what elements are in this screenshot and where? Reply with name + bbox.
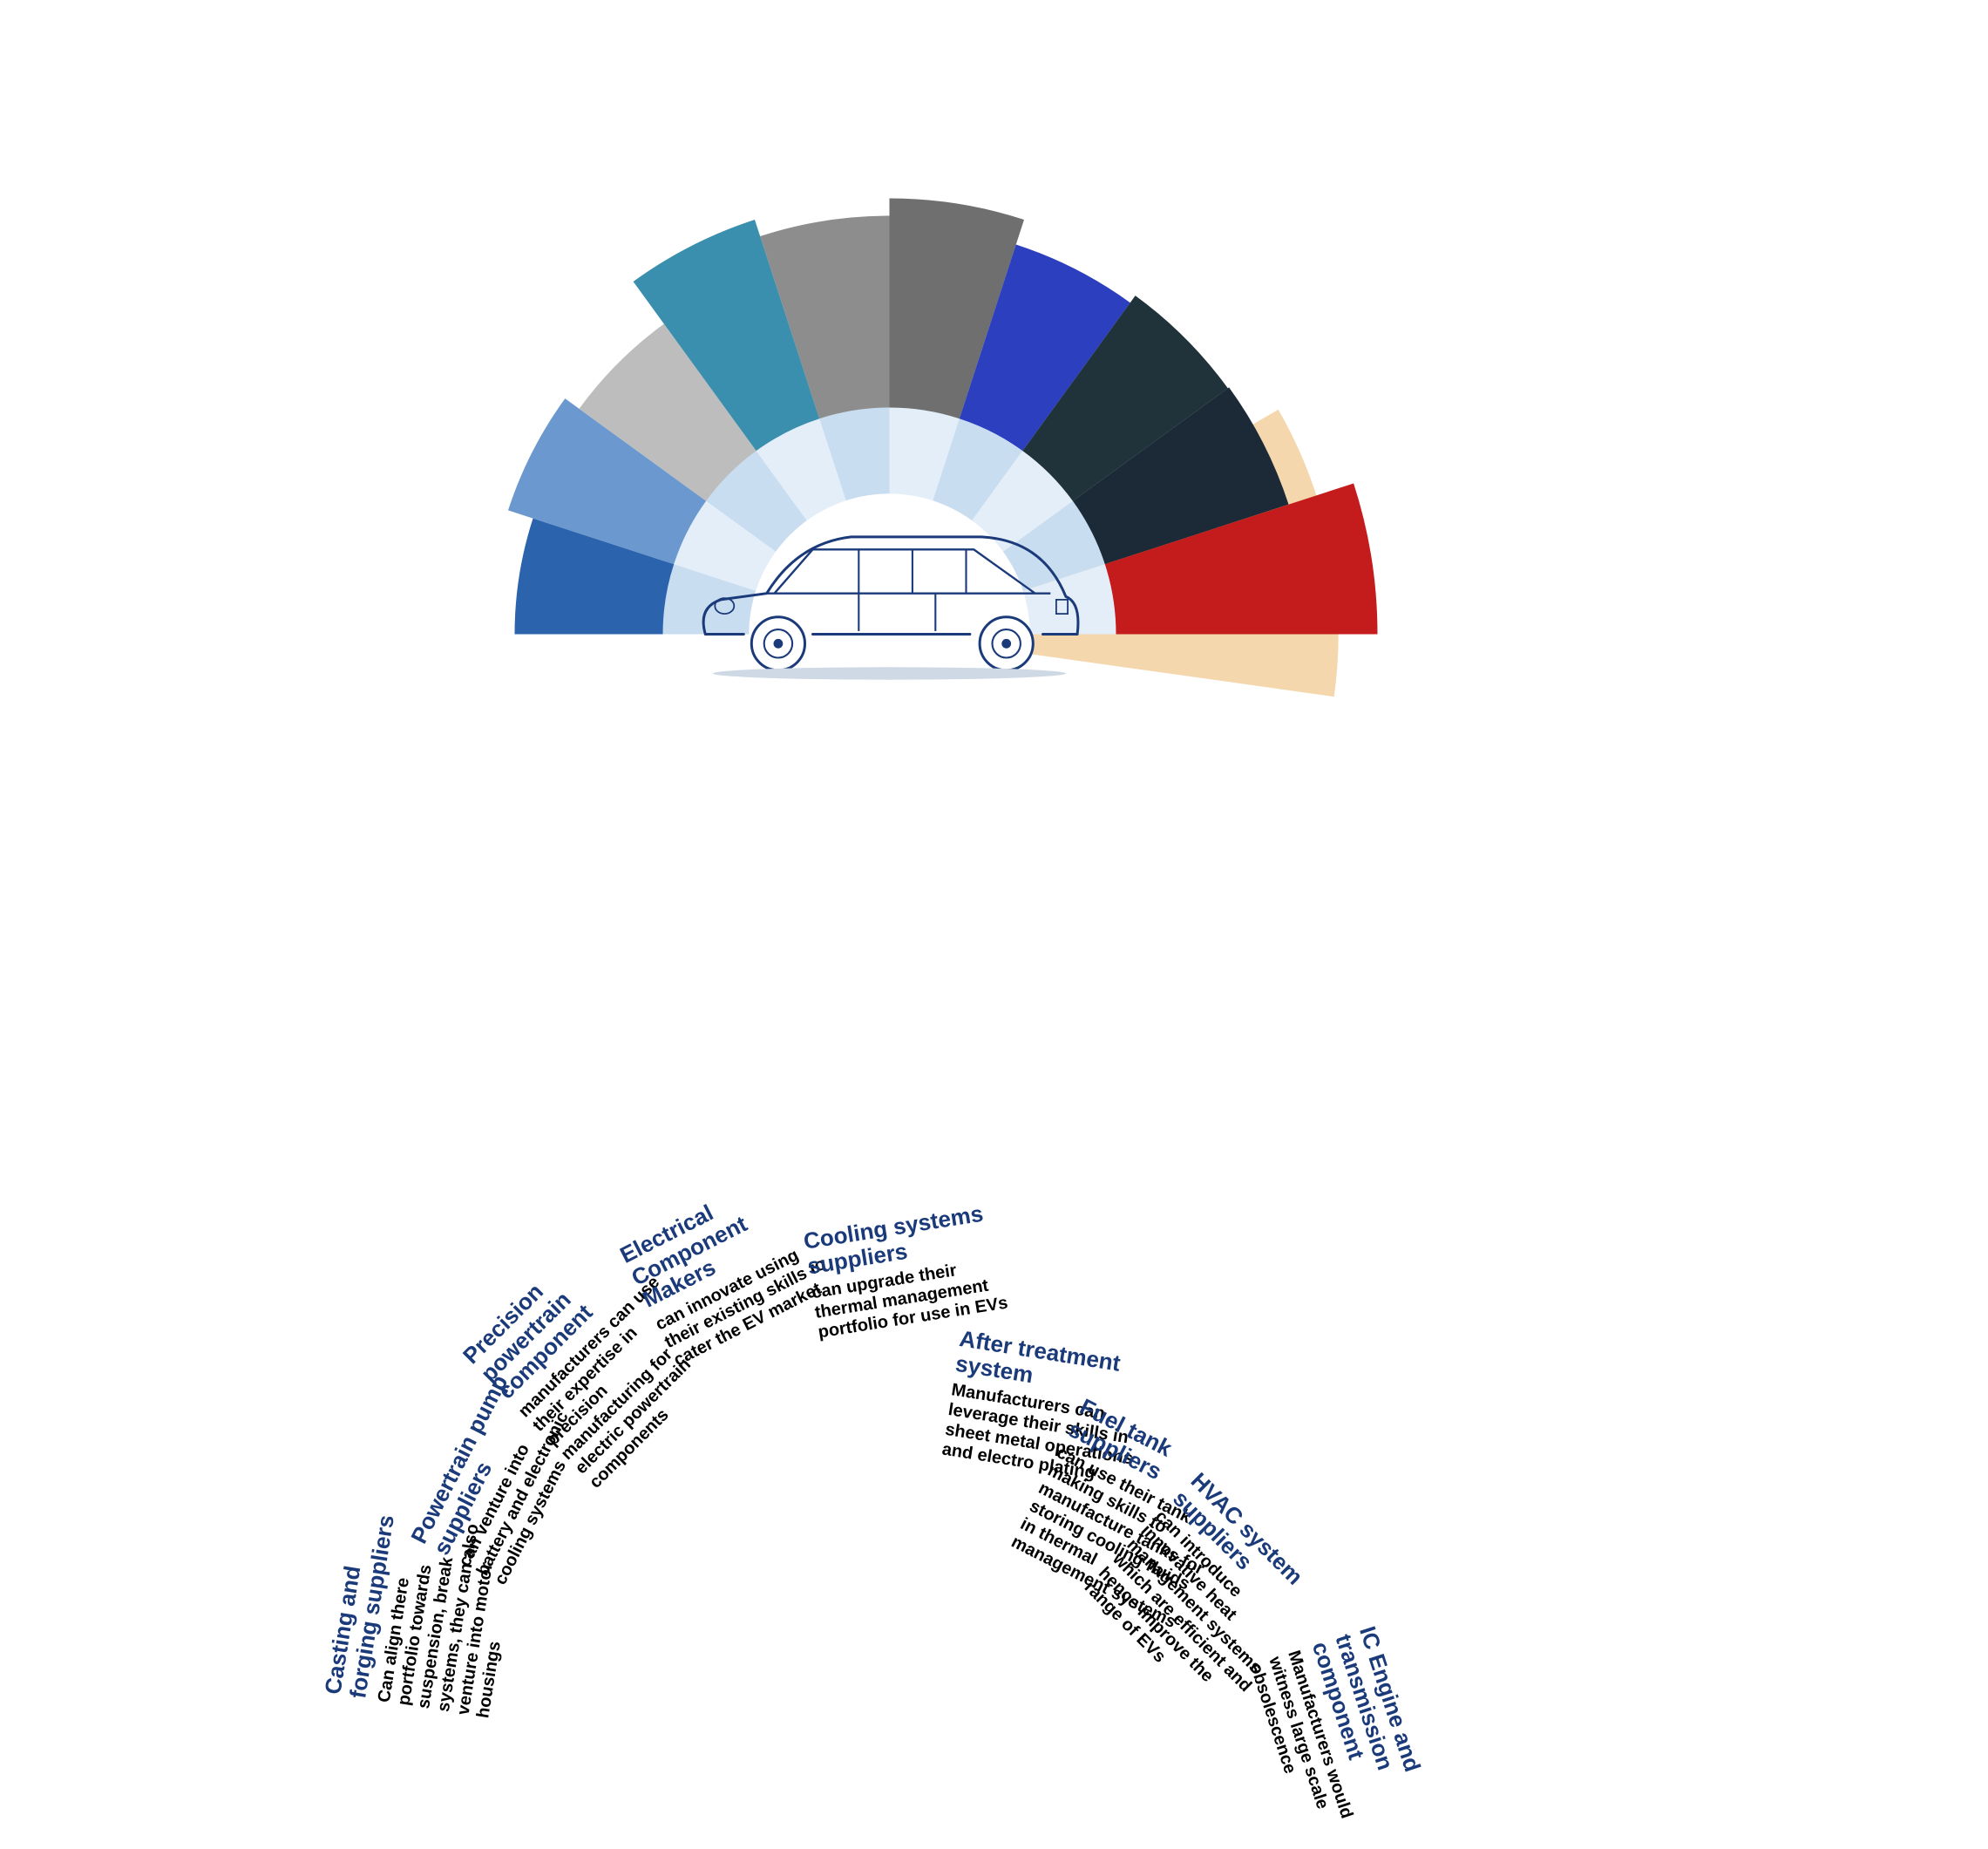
label-ic-engine: IC Engine and transmission componentManu… (1245, 1623, 1437, 1849)
label-cooling-systems: Cooling systems supplierscan upgrade the… (802, 1200, 1009, 1343)
radial-infographic: Casting and forging suppliersCan align t… (0, 0, 1988, 1146)
radial-svg (0, 0, 1988, 1142)
